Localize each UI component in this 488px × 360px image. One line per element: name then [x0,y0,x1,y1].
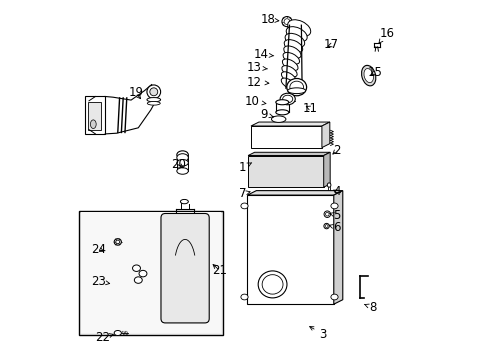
Ellipse shape [149,88,158,96]
Ellipse shape [177,159,188,166]
Ellipse shape [282,59,297,71]
Text: 15: 15 [366,66,382,79]
Ellipse shape [324,211,330,217]
Ellipse shape [281,78,295,89]
Ellipse shape [280,93,295,105]
Text: 11: 11 [302,102,317,114]
Text: 3: 3 [309,327,326,341]
Ellipse shape [271,116,285,122]
Ellipse shape [114,330,121,336]
Ellipse shape [282,17,291,27]
Ellipse shape [134,277,142,283]
Ellipse shape [275,100,288,105]
Text: 22: 22 [95,331,113,344]
Ellipse shape [139,270,146,277]
FancyBboxPatch shape [161,213,209,323]
Text: 4: 4 [332,185,340,198]
Bar [87,102,101,130]
Ellipse shape [325,225,327,228]
Ellipse shape [241,294,247,300]
Bar [85,96,105,134]
Ellipse shape [241,203,247,209]
Text: 5: 5 [329,209,340,222]
Ellipse shape [286,78,306,96]
Ellipse shape [177,154,188,162]
Ellipse shape [287,88,305,94]
Ellipse shape [285,33,304,47]
Ellipse shape [90,120,96,129]
Text: 13: 13 [246,61,267,74]
Ellipse shape [146,98,160,102]
Ellipse shape [330,294,337,300]
Text: 18: 18 [260,13,278,26]
Text: 20: 20 [171,158,186,171]
Text: 16: 16 [378,27,393,43]
Bar [81,212,221,333]
Ellipse shape [284,19,289,24]
Ellipse shape [258,271,286,298]
Ellipse shape [281,66,297,77]
Text: 14: 14 [253,48,273,61]
Ellipse shape [283,46,300,58]
Ellipse shape [114,239,121,245]
Bar [250,126,321,148]
Ellipse shape [177,168,188,174]
Text: 12: 12 [246,76,268,89]
Polygon shape [250,122,329,126]
Ellipse shape [275,110,288,115]
Text: 2: 2 [332,144,340,157]
Ellipse shape [285,27,306,42]
Text: 10: 10 [244,95,265,108]
Bar [247,156,323,187]
Polygon shape [321,122,329,148]
Ellipse shape [283,53,299,64]
Ellipse shape [262,275,283,294]
Text: 17: 17 [324,39,338,51]
Text: 21: 21 [212,264,227,277]
Text: 1: 1 [239,161,251,174]
Ellipse shape [177,151,188,159]
Text: 9: 9 [260,108,273,121]
Ellipse shape [147,102,160,105]
Text: 6: 6 [328,221,340,234]
Ellipse shape [180,199,188,204]
Polygon shape [333,190,342,304]
Ellipse shape [287,20,310,36]
Ellipse shape [326,183,330,187]
Ellipse shape [330,203,337,209]
Ellipse shape [361,66,375,86]
Text: 19: 19 [128,86,143,99]
Ellipse shape [284,40,302,53]
Bar [247,195,333,304]
Ellipse shape [281,72,296,83]
Ellipse shape [323,223,328,229]
Ellipse shape [146,85,160,99]
Text: 8: 8 [364,301,376,314]
Ellipse shape [325,212,328,216]
Ellipse shape [132,265,140,271]
Bar [79,211,223,335]
Ellipse shape [282,95,292,103]
Polygon shape [247,152,329,156]
Text: 24: 24 [91,243,106,256]
Ellipse shape [116,240,120,244]
Polygon shape [247,190,342,195]
Text: 7: 7 [239,187,249,200]
Polygon shape [323,152,329,187]
Ellipse shape [363,68,373,83]
Ellipse shape [289,81,303,93]
Text: 23: 23 [91,275,109,288]
